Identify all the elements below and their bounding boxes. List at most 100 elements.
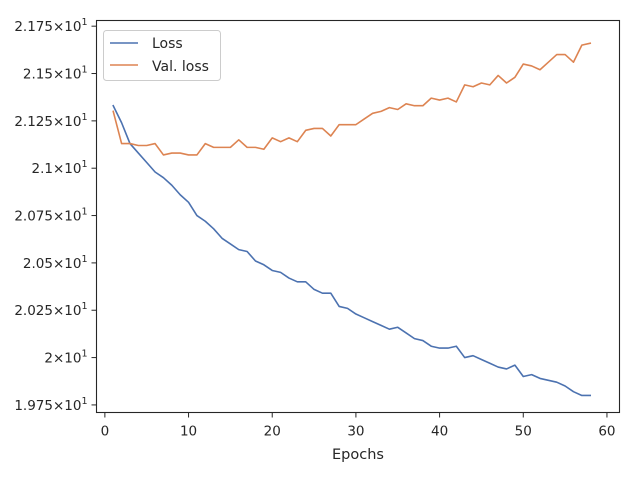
data-point-loss [531, 374, 533, 376]
data-point-val-loss [305, 130, 307, 132]
data-point-loss [414, 338, 416, 340]
data-point-loss [171, 184, 173, 186]
data-point-loss [313, 289, 315, 291]
data-point-loss [213, 228, 215, 230]
data-point-val-loss [564, 54, 566, 56]
data-point-val-loss [263, 148, 265, 150]
y-axis: 1.975×101 2×101 2.025×101 2.05×101 2.075×101… [14, 17, 97, 414]
data-point-val-loss [439, 99, 441, 101]
data-point-val-loss [221, 147, 223, 149]
data-point-val-loss [464, 84, 466, 86]
y-tick-label: 2.125×101 [14, 112, 87, 130]
x-tick-label: 20 [264, 424, 281, 440]
x-tick-label: 50 [515, 424, 532, 440]
x-axis-label: Epochs [332, 447, 384, 463]
data-point-loss [322, 292, 324, 294]
data-point-val-loss [213, 147, 215, 149]
data-point-val-loss [330, 135, 332, 137]
data-point-loss [372, 321, 374, 323]
data-point-val-loss [171, 152, 173, 154]
data-point-loss [263, 264, 265, 266]
series-line-loss [112, 104, 592, 397]
data-point-loss [581, 395, 583, 397]
data-point-val-loss [347, 124, 349, 126]
data-point-val-loss [581, 44, 583, 46]
legend-label-val-loss: Val. loss [152, 59, 209, 75]
x-axis: 0 10 20 30 40 50 60 [101, 412, 616, 440]
data-point-val-loss [372, 112, 374, 114]
data-point-loss [464, 357, 466, 359]
data-point-loss [430, 345, 432, 347]
series-line-val-loss [112, 42, 592, 156]
data-point-loss [288, 277, 290, 279]
data-point-loss [196, 215, 198, 217]
data-point-loss [481, 359, 483, 361]
data-point-loss [456, 345, 458, 347]
data-point-val-loss [129, 143, 131, 145]
data-point-val-loss [548, 61, 550, 63]
data-point-val-loss [456, 101, 458, 103]
y-tick-label: 2×101 [44, 349, 87, 367]
data-point-loss [230, 243, 232, 245]
data-point-loss [163, 177, 165, 179]
data-point-val-loss [389, 107, 391, 109]
data-point-loss [271, 270, 273, 272]
legend-label-loss: Loss [152, 36, 183, 52]
plot-frame [95, 19, 621, 414]
data-point-val-loss [163, 154, 165, 156]
y-tick-label: 2.15×101 [23, 65, 88, 83]
data-point-loss [556, 381, 558, 383]
data-point-val-loss [380, 111, 382, 113]
data-point-val-loss [497, 75, 499, 77]
data-point-val-loss [422, 105, 424, 107]
data-point-loss [179, 194, 181, 196]
legend: Loss Val. loss [103, 30, 221, 81]
data-point-val-loss [338, 124, 340, 126]
data-point-loss [280, 272, 282, 274]
data-point-val-loss [556, 54, 558, 56]
data-point-val-loss [271, 137, 273, 139]
data-point-loss [522, 376, 524, 378]
data-point-loss [221, 237, 223, 239]
data-point-loss [330, 292, 332, 294]
data-point-val-loss [397, 109, 399, 111]
data-point-loss [146, 162, 148, 164]
data-point-val-loss [355, 124, 357, 126]
plot-lines [112, 42, 592, 397]
data-point-loss [112, 105, 114, 107]
data-point-val-loss [363, 118, 365, 120]
y-tick-label: 2.05×101 [23, 254, 88, 272]
data-point-val-loss [522, 63, 524, 65]
data-point-loss [347, 308, 349, 310]
data-point-loss [514, 364, 516, 366]
data-point-val-loss [188, 154, 190, 156]
x-tick-label: 60 [598, 424, 615, 440]
data-point-val-loss [322, 128, 324, 130]
x-tick-label: 0 [101, 424, 110, 440]
x-tick-label: 40 [431, 424, 448, 440]
data-point-loss [188, 202, 190, 204]
data-point-val-loss [447, 97, 449, 99]
data-point-loss [497, 366, 499, 368]
data-point-val-loss [246, 147, 248, 149]
data-point-loss [204, 220, 206, 222]
data-point-loss [472, 355, 474, 357]
data-point-loss [363, 317, 365, 319]
data-point-loss [506, 368, 508, 370]
y-tick-label: 2.1×101 [31, 159, 87, 177]
data-point-val-loss [414, 105, 416, 107]
data-point-val-loss [196, 154, 198, 156]
data-point-loss [121, 122, 123, 124]
data-point-loss [246, 251, 248, 253]
data-point-val-loss [204, 143, 206, 145]
data-point-loss [489, 362, 491, 364]
y-tick-label: 2.025×101 [14, 301, 87, 319]
data-point-val-loss [280, 141, 282, 143]
data-point-val-loss [430, 97, 432, 99]
data-point-val-loss [230, 147, 232, 149]
data-point-val-loss [288, 137, 290, 139]
y-tick-label: 2.175×101 [14, 17, 87, 35]
data-point-val-loss [146, 145, 148, 147]
data-point-loss [564, 385, 566, 387]
data-point-loss [589, 395, 591, 397]
